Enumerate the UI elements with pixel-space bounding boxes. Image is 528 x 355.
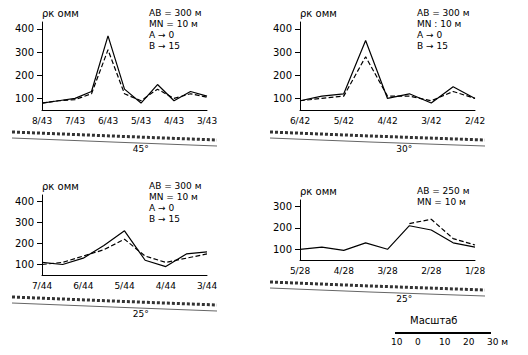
svg-text:400: 400 (15, 23, 34, 34)
svg-text:200: 200 (15, 70, 34, 81)
svg-text:200: 200 (273, 70, 292, 81)
svg-text:100: 100 (15, 259, 34, 270)
svg-text:30 м: 30 м (487, 337, 508, 347)
svg-text:300: 300 (273, 201, 292, 212)
svg-text:300: 300 (15, 217, 34, 228)
svg-text:400: 400 (15, 196, 34, 207)
svg-text:AB = 300 м: AB = 300 м (149, 8, 201, 18)
svg-text:A → 0: A → 0 (149, 30, 174, 40)
svg-text:ρк омм: ρк омм (42, 181, 79, 192)
svg-text:B → 15: B → 15 (149, 214, 180, 224)
svg-text:MN = 10 м: MN = 10 м (417, 197, 466, 207)
svg-text:8/43: 8/43 (32, 116, 52, 126)
svg-text:25°: 25° (396, 294, 412, 304)
svg-text:300: 300 (15, 47, 34, 58)
svg-text:4/44: 4/44 (156, 281, 176, 291)
svg-text:6/44: 6/44 (73, 281, 93, 291)
svg-text:20: 20 (463, 337, 475, 347)
svg-text:100: 100 (273, 244, 292, 255)
svg-text:5/43: 5/43 (131, 116, 151, 126)
svg-text:AB = 250 м: AB = 250 м (417, 186, 469, 196)
svg-text:5/44: 5/44 (114, 281, 134, 291)
svg-text:ρк омм: ρк омм (300, 186, 337, 197)
svg-text:Масштаб: Масштаб (410, 315, 458, 326)
svg-text:2/28: 2/28 (421, 266, 441, 276)
svg-text:A → 0: A → 0 (149, 203, 174, 213)
svg-text:AB = 300 м: AB = 300 м (417, 8, 469, 18)
svg-text:3/44: 3/44 (197, 281, 217, 291)
svg-text:7/43: 7/43 (65, 116, 85, 126)
svg-text:7/44: 7/44 (32, 281, 52, 291)
svg-text:MN = 10 м: MN = 10 м (149, 19, 198, 29)
svg-text:1/28: 1/28 (465, 266, 485, 276)
svg-text:6/42: 6/42 (290, 116, 310, 126)
svg-text:B → 15: B → 15 (417, 41, 448, 51)
svg-text:3/42: 3/42 (421, 116, 441, 126)
svg-text:6/43: 6/43 (98, 116, 118, 126)
svg-text:200: 200 (273, 222, 292, 233)
svg-text:AB = 300 м: AB = 300 м (149, 181, 201, 191)
svg-text:5/28: 5/28 (290, 266, 310, 276)
svg-text:ρк омм: ρк омм (42, 8, 79, 19)
svg-text:25°: 25° (133, 309, 149, 319)
svg-text:3/43: 3/43 (197, 116, 217, 126)
svg-text:200: 200 (15, 238, 34, 249)
svg-text:0: 0 (415, 337, 421, 347)
svg-text:ρк омм: ρк омм (300, 8, 337, 19)
svg-text:MN = 10 м: MN = 10 м (149, 192, 198, 202)
svg-text:2/42: 2/42 (465, 116, 485, 126)
svg-text:4/28: 4/28 (334, 266, 354, 276)
svg-text:400: 400 (273, 23, 292, 34)
svg-text:10: 10 (439, 337, 451, 347)
svg-text:4/42: 4/42 (377, 116, 397, 126)
svg-text:30°: 30° (396, 144, 412, 154)
svg-text:45°: 45° (133, 144, 149, 154)
svg-text:10: 10 (391, 337, 403, 347)
svg-text:A → 0: A → 0 (417, 30, 442, 40)
svg-text:5/42: 5/42 (334, 116, 354, 126)
svg-text:B → 15: B → 15 (149, 41, 180, 51)
svg-text:MN : 10 м: MN : 10 м (417, 19, 461, 29)
svg-text:300: 300 (273, 47, 292, 58)
svg-text:100: 100 (15, 93, 34, 104)
svg-text:4/43: 4/43 (164, 116, 184, 126)
svg-text:3/28: 3/28 (377, 266, 397, 276)
svg-text:100: 100 (273, 93, 292, 104)
